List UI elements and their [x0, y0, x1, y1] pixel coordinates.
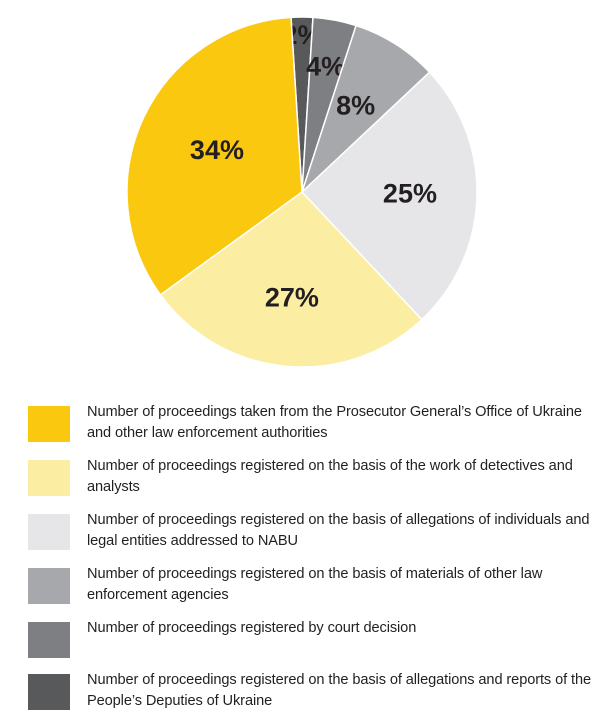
- legend-item: Number of proceedings registered by cour…: [28, 620, 598, 658]
- legend-item: Number of proceedings registered on the …: [28, 566, 598, 606]
- legend-item: Number of proceedings registered on the …: [28, 458, 598, 498]
- slice-label: 8%: [336, 91, 375, 121]
- pie-slice: [126, 16, 303, 296]
- legend-item: Number of proceedings registered on the …: [28, 512, 598, 552]
- pie-slice: [159, 191, 423, 368]
- legend-label: Number of proceedings registered on the …: [87, 672, 592, 709]
- legend: Number of proceedings taken from the Pro…: [28, 404, 598, 728]
- pie-slice: [300, 71, 478, 321]
- legend-item: Number of proceedings taken from the Pro…: [28, 404, 598, 444]
- legend-swatch: [28, 622, 70, 658]
- legend-item: Number of proceedings registered on the …: [28, 672, 598, 712]
- legend-swatch: [28, 568, 70, 604]
- legend-swatch: [28, 406, 70, 442]
- pie-chart: 2%4%8%25%27%34%: [126, 16, 478, 368]
- legend-label: Number of proceedings registered on the …: [87, 512, 590, 549]
- legend-swatch: [28, 674, 70, 710]
- slice-label: 4%: [306, 51, 345, 81]
- legend-label: Number of proceedings taken from the Pro…: [87, 404, 582, 441]
- legend-swatch: [28, 460, 70, 496]
- legend-label: Number of proceedings registered on the …: [87, 566, 543, 603]
- slice-label: 27%: [265, 283, 319, 313]
- slice-label: 25%: [383, 179, 437, 209]
- legend-label: Number of proceedings registered by cour…: [87, 620, 417, 636]
- legend-label: Number of proceedings registered on the …: [87, 458, 573, 495]
- legend-swatch: [28, 514, 70, 550]
- slice-label: 34%: [190, 135, 244, 165]
